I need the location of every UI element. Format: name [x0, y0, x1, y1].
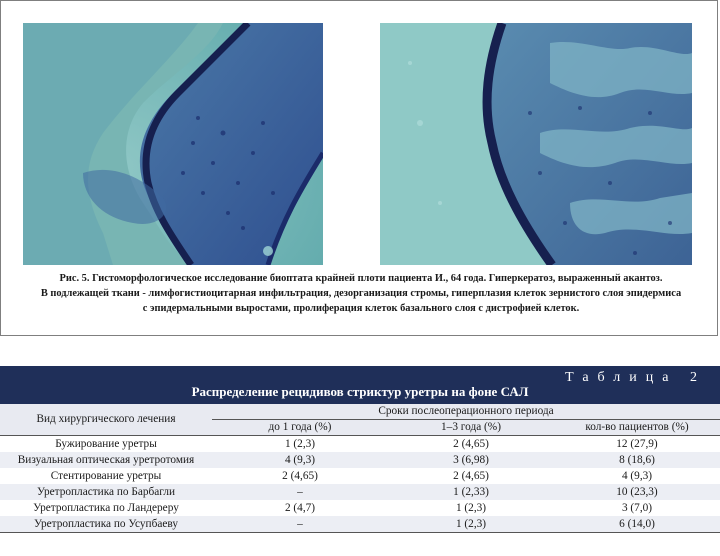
column-header-patient-count: кол-во пациентов (%) [554, 419, 720, 436]
cell-patient-count: 3 (7,0) [621, 502, 653, 514]
cell-under-1-year: 1 (2,3) [284, 438, 316, 450]
cell-under-1-year: – [212, 484, 388, 500]
table-row: Уретропластика по Усупбаеву – 1 (2,3) 6 … [0, 516, 720, 533]
cell-patient-count: 6 (14,0) [554, 516, 720, 533]
table-row: Бужирование уретры 1 (2,3) 2 (4,65) 12 (… [0, 436, 720, 453]
treatment-name: Уретропластика по Ландереру [33, 502, 179, 514]
table-row: Уретропластика по Барбагли – 1 (2,33) 10… [0, 484, 720, 500]
caption-line: с эпидермальными выростами, пролиферация… [142, 303, 580, 314]
cell-patient-count: 4 (9,3) [621, 470, 653, 482]
table-number-label: Таблица 2 [565, 370, 706, 385]
treatment-name: Визуальная оптическая уретротомия [0, 452, 212, 468]
figure-caption: Рис. 5. Гистоморфологическое исследовани… [21, 271, 701, 316]
cell-under-1-year: 2 (4,65) [282, 470, 318, 482]
column-header-treatment: Вид хирургического лечения [0, 404, 212, 436]
cell-1-3-years: 1 (2,3) [388, 516, 554, 533]
table-row: Визуальная оптическая уретротомия 4 (9,3… [0, 452, 720, 468]
table-row: Уретропластика по Ландереру 2 (4,7) 1 (2… [0, 500, 720, 516]
treatment-name: Уретропластика по Барбагли [0, 484, 212, 500]
cell-patient-count: 12 (27,9) [616, 438, 658, 450]
micrograph-right [380, 23, 692, 265]
figure-panel: Рис. 5. Гистоморфологическое исследовани… [0, 0, 718, 336]
micrograph-left [23, 23, 323, 265]
table-title: Распределение рецидивов стриктур уретры … [191, 384, 529, 399]
cell-1-3-years: 2 (4,65) [453, 438, 489, 450]
column-group-period: Сроки послеоперационного периода [212, 404, 720, 420]
table-header-bar: Таблица 2 Распределение рецидивов стрикт… [0, 366, 720, 404]
treatment-name: Стентирование уретры [50, 470, 162, 482]
cell-patient-count: 8 (18,6) [554, 452, 720, 468]
cell-under-1-year: – [212, 516, 388, 533]
cell-under-1-year: 2 (4,7) [284, 502, 316, 514]
treatment-name: Бужирование уретры [55, 438, 157, 450]
cell-1-3-years: 2 (4,65) [453, 470, 489, 482]
treatment-name: Уретропластика по Усупбаеву [0, 516, 212, 533]
column-header-1-3-years: 1–3 года (%) [388, 419, 554, 436]
table-grid: Вид хирургического лечения Сроки послеоп… [0, 404, 720, 533]
cell-1-3-years: 1 (2,3) [455, 502, 487, 514]
table-row: Стентирование уретры 2 (4,65) 2 (4,65) 4… [0, 468, 720, 484]
cell-1-3-years: 1 (2,33) [388, 484, 554, 500]
caption-line: Рис. 5. Гистоморфологическое исследовани… [59, 273, 663, 284]
cell-1-3-years: 3 (6,98) [388, 452, 554, 468]
caption-line: В подлежащей ткани - лимфогистиоцитарная… [40, 288, 682, 299]
cell-under-1-year: 4 (9,3) [212, 452, 388, 468]
column-header-under-1-year: до 1 года (%) [212, 419, 388, 436]
recurrence-table: Таблица 2 Распределение рецидивов стрикт… [0, 366, 720, 556]
cell-patient-count: 10 (23,3) [554, 484, 720, 500]
